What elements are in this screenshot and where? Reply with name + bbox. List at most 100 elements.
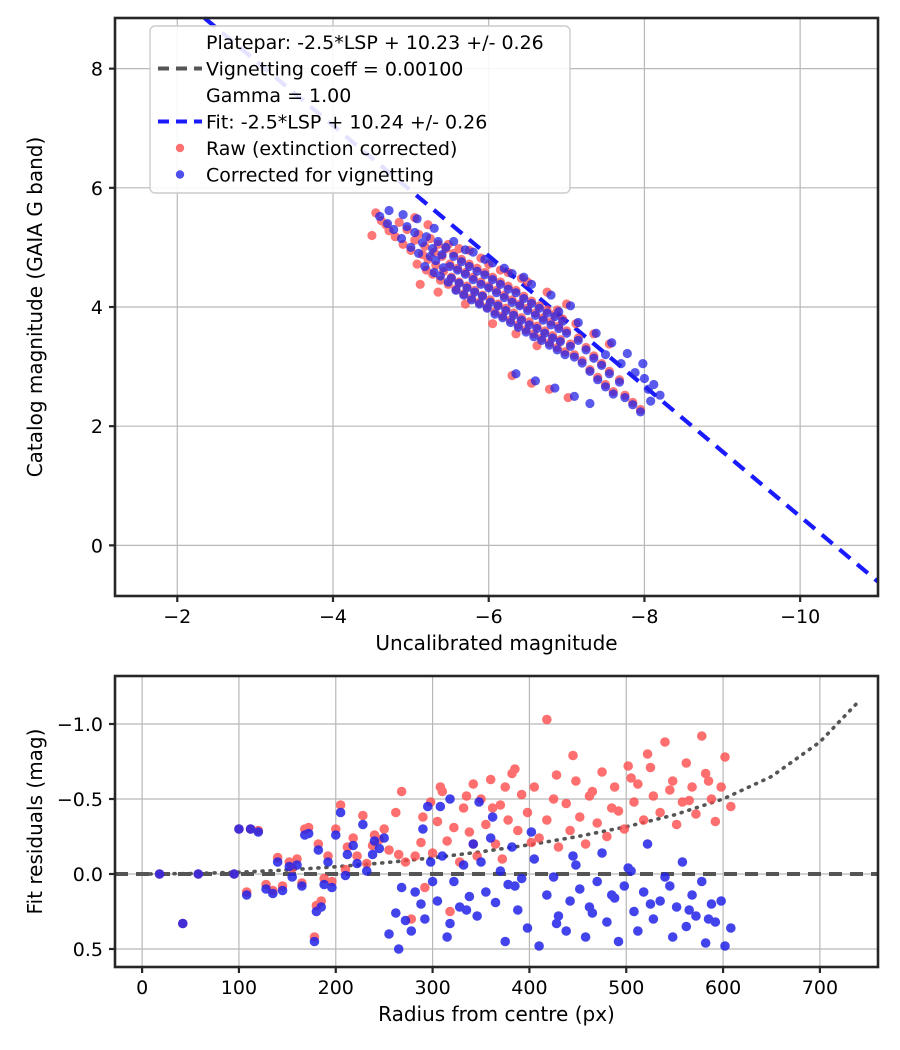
data-point [561,328,572,338]
data-point [529,854,540,864]
data-point [340,870,351,881]
y-tick-label: 2 [91,416,103,438]
data-point [375,211,385,222]
y-tick-label: −1.0 [57,714,103,736]
data-point [700,768,711,779]
data-point [297,881,307,891]
data-point [319,879,329,890]
data-point [597,848,607,858]
data-point [581,345,591,355]
data-point [587,908,598,918]
data-point [523,305,533,316]
data-point [485,297,495,307]
legend-entry-label: Fit: -2.5*LSP + 10.24 +/- 0.26 [206,112,487,134]
data-point [526,827,537,837]
data-point [245,824,256,834]
legend-entry-label: Platepar: -2.5*LSP + 10.23 +/- 0.26 [206,32,544,54]
data-point [600,350,611,360]
data-point [703,914,714,924]
y-axis-label: Fit residuals (mag) [23,729,47,915]
data-point [580,932,591,942]
data-point [529,332,539,342]
data-point [303,828,314,839]
data-point [406,242,416,253]
data-point [537,335,547,345]
data-point [521,327,531,337]
data-point [696,876,707,887]
data-point [379,824,389,834]
x-tick-label: 700 [802,977,838,999]
data-point [544,340,555,350]
data-point [487,803,498,813]
data-point [646,396,656,406]
data-point [548,872,559,882]
data-point [573,317,583,328]
data-point [542,714,552,725]
scatter-series-corrected [375,205,665,417]
data-point [369,836,380,846]
data-point [574,812,585,822]
data-point [592,876,603,887]
data-point [495,866,506,876]
data-point [628,400,638,410]
data-point [398,210,408,220]
data-point [716,782,726,792]
data-point [587,786,598,797]
data-point [193,869,204,879]
data-point [540,328,550,338]
data-point [529,782,540,792]
data-point [696,731,707,741]
data-point [580,839,591,849]
data-point [519,294,529,304]
data-point [418,824,428,834]
data-point [429,223,439,233]
data-point [468,839,479,849]
data-point [449,236,459,247]
data-point [703,776,714,786]
data-point [530,376,541,386]
data-point [516,315,527,325]
legend-red-dot-icon [175,143,185,153]
data-point [547,333,558,343]
data-point [488,274,498,285]
legend-frame [149,25,571,194]
data-point [667,776,678,786]
data-point [513,825,523,836]
data-point [474,797,484,807]
data-point [348,840,358,851]
data-point [509,310,519,320]
data-point [532,323,542,334]
x-tick-label: 500 [608,977,644,999]
data-point [396,882,407,893]
data-point [511,369,521,379]
data-point [600,382,611,392]
data-point [272,857,283,867]
data-point [384,205,394,216]
legend-blue-dot-icon [175,170,185,179]
data-point [526,279,537,289]
data-point [706,899,717,909]
data-point [327,882,337,893]
data-point [560,350,570,360]
data-point [629,906,639,917]
data-point [542,308,552,318]
data-point [472,911,482,921]
data-point [602,831,612,842]
data-point [553,842,564,852]
data-point [665,881,675,891]
data-point [538,315,548,325]
fit-residuals-panel: 0 100 200 300 400 500 600 700 0.5 0.0 −0.5 −1.0 Radi… [23,674,880,1026]
data-point [229,869,239,879]
x-tick-label: 600 [705,977,741,999]
y-tick-label: 0.5 [73,939,103,961]
data-point [687,782,697,792]
data-point [390,908,401,918]
data-point [642,749,653,759]
data-point [565,896,575,906]
data-point [507,269,517,279]
data-point [553,911,564,921]
data-point [534,303,544,313]
data-point [488,258,498,268]
data-point [623,761,633,771]
data-point [451,285,461,295]
